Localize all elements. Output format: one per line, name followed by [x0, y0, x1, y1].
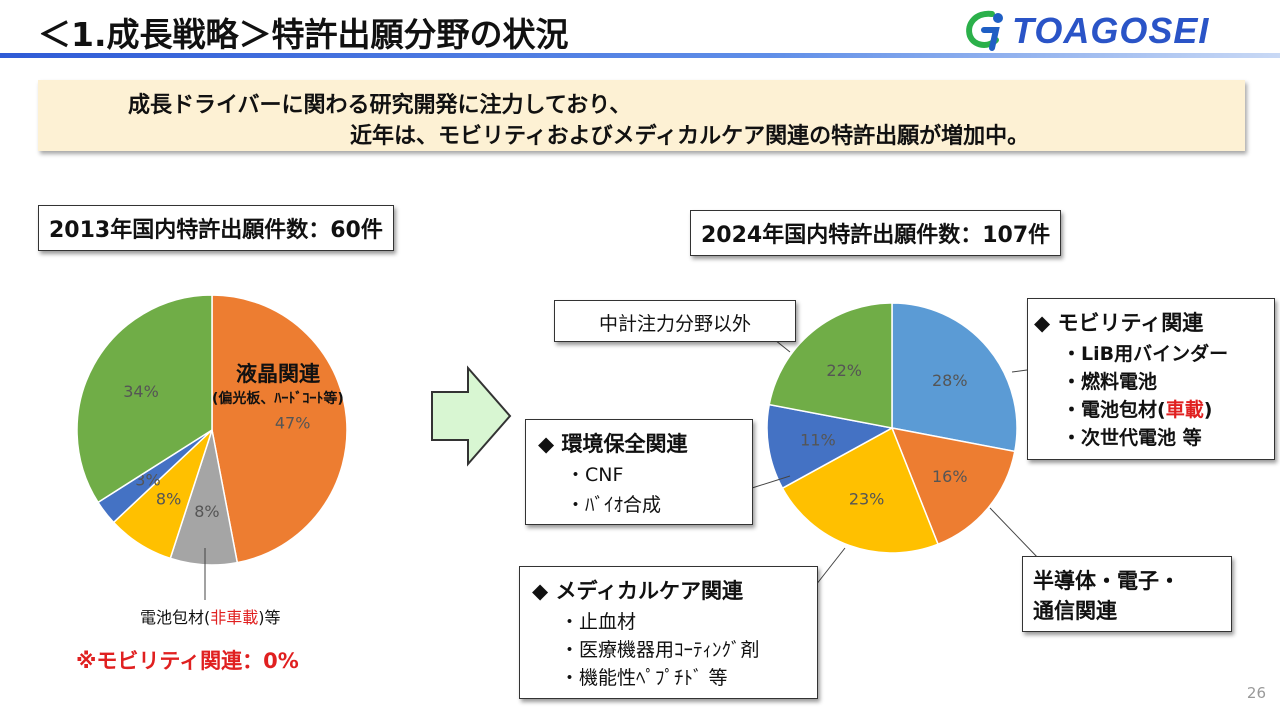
- leader-line-env: [751, 475, 791, 489]
- pie2024-slice-3: [766, 403, 895, 490]
- env-item-2: ・ﾊﾞｲｵ合成: [566, 494, 662, 516]
- summary-line-1: 成長ドライバーに関わる研究開発に注力しており、: [128, 93, 632, 118]
- mobility-item-4: ・次世代電池 等: [1062, 427, 1202, 449]
- battery-label-red: 非車載: [210, 608, 259, 627]
- left-chart-header: 2013年国内特許出願件数：60件: [38, 205, 394, 251]
- pie2013-slice-4: [76, 294, 213, 504]
- battery-label-pre: 電池包材(: [140, 608, 211, 627]
- pie2013-label-0: 47%: [275, 413, 311, 432]
- mobility-item-3-pre: ・電池包材(: [1062, 399, 1166, 421]
- medical-item-3: ・機能性ﾍﾟﾌﾟﾁﾄﾞ 等: [560, 667, 728, 689]
- leader-line-semi: [989, 507, 1041, 561]
- lcd-label: 液晶関連: [236, 362, 320, 386]
- env-box: ◆ 環境保全関連 ・CNF ・ﾊﾞｲｵ合成: [525, 419, 753, 525]
- pie2024-label-0: 28%: [932, 371, 968, 390]
- medical-title: ◆ メディカルケア関連: [532, 579, 743, 603]
- company-logo: TOAGOSEI: [962, 8, 1272, 51]
- semi-box: 半導体・電子・ 通信関連: [1022, 556, 1232, 632]
- pie2024-label-3: 11%: [800, 431, 836, 450]
- page-number: 26: [1246, 684, 1266, 702]
- title-divider: [0, 53, 1280, 58]
- pie2024-slice-0: [891, 302, 1018, 453]
- semi-line-2: 通信関連: [1033, 599, 1117, 623]
- right-chart-title: 2024年国内特許出願件数：107件: [701, 223, 1051, 248]
- pie2024-label-2: 23%: [849, 490, 885, 509]
- transition-arrow-icon: [431, 365, 512, 467]
- pie2024-label-1: 16%: [932, 467, 968, 486]
- summary-banner: 成長ドライバーに関わる研究開発に注力しており、 近年は、モビリティおよびメディカ…: [38, 80, 1245, 151]
- left-chart-title: 2013年国内特許出願件数：60件: [49, 218, 383, 243]
- battery-label-post: )等: [258, 608, 281, 627]
- env-title: ◆ 環境保全関連: [538, 432, 688, 456]
- pie2013-slice-0: [211, 294, 348, 564]
- pie-chart-2013: 47%8%8%3%34%: [76, 294, 348, 566]
- leader-line-other: [774, 339, 791, 353]
- right-chart-header: 2024年国内特許出願件数：107件: [690, 210, 1062, 256]
- mobility-item-3-red: 車載: [1165, 399, 1204, 421]
- other-label-box: 中計注力分野以外: [554, 300, 796, 342]
- lcd-sublabel: (偏光板、ﾊｰﾄﾞｺｰﾄ等): [212, 391, 344, 407]
- mobility-item-2: ・燃料電池: [1062, 371, 1158, 393]
- pie2024-slice-1: [890, 427, 1016, 546]
- summary-line-2: 近年は、モビリティおよびメディカルケア関連の特許出願が増加中。: [350, 124, 1030, 149]
- page-title: ＜1.成長戦略＞特許出願分野の状況: [38, 15, 569, 54]
- logo-text: TOAGOSEI: [1012, 10, 1210, 51]
- mobility-title: ◆ モビリティ関連: [1034, 311, 1204, 335]
- battery-label: 電池包材(非車載)等: [140, 604, 281, 628]
- logo-mark-icon: [966, 10, 1003, 51]
- medical-box: ◆ メディカルケア関連 ・止血材 ・医療機器用ｺｰﾃｨﾝｸﾞ剤 ・機能性ﾍﾟﾌﾟ…: [519, 566, 818, 699]
- env-item-1: ・CNF: [566, 464, 624, 486]
- pie2024-label-4: 22%: [826, 361, 862, 380]
- pie2024-slice-2: [781, 426, 939, 554]
- mobility-item-1: ・LiB用バインダー: [1062, 343, 1229, 365]
- mobility-note: ※モビリティ関連：0%: [76, 649, 299, 673]
- pie2013-label-4: 34%: [123, 382, 159, 401]
- leader-line-mobility: [1011, 369, 1028, 373]
- semi-line-1: 半導体・電子・: [1033, 569, 1180, 593]
- pie2013-label-1: 8%: [194, 502, 219, 521]
- pie2024-slice-4: [768, 302, 893, 429]
- mobility-item-3: ・電池包材(車載): [1062, 395, 1212, 422]
- pie-chart-2024: 28% 16% 23% 11% 22%: [766, 302, 1018, 554]
- mobility-box: ◆ モビリティ関連 ・LiB用バインダー ・燃料電池 ・電池包材(車載) ・次世…: [1027, 298, 1275, 460]
- medical-item-1: ・止血材: [560, 611, 637, 633]
- medical-item-2: ・医療機器用ｺｰﾃｨﾝｸﾞ剤: [560, 639, 760, 661]
- other-label: 中計注力分野以外: [598, 313, 751, 335]
- pie2013-label-2: 8%: [156, 489, 181, 508]
- mobility-item-3-post: ): [1203, 399, 1213, 421]
